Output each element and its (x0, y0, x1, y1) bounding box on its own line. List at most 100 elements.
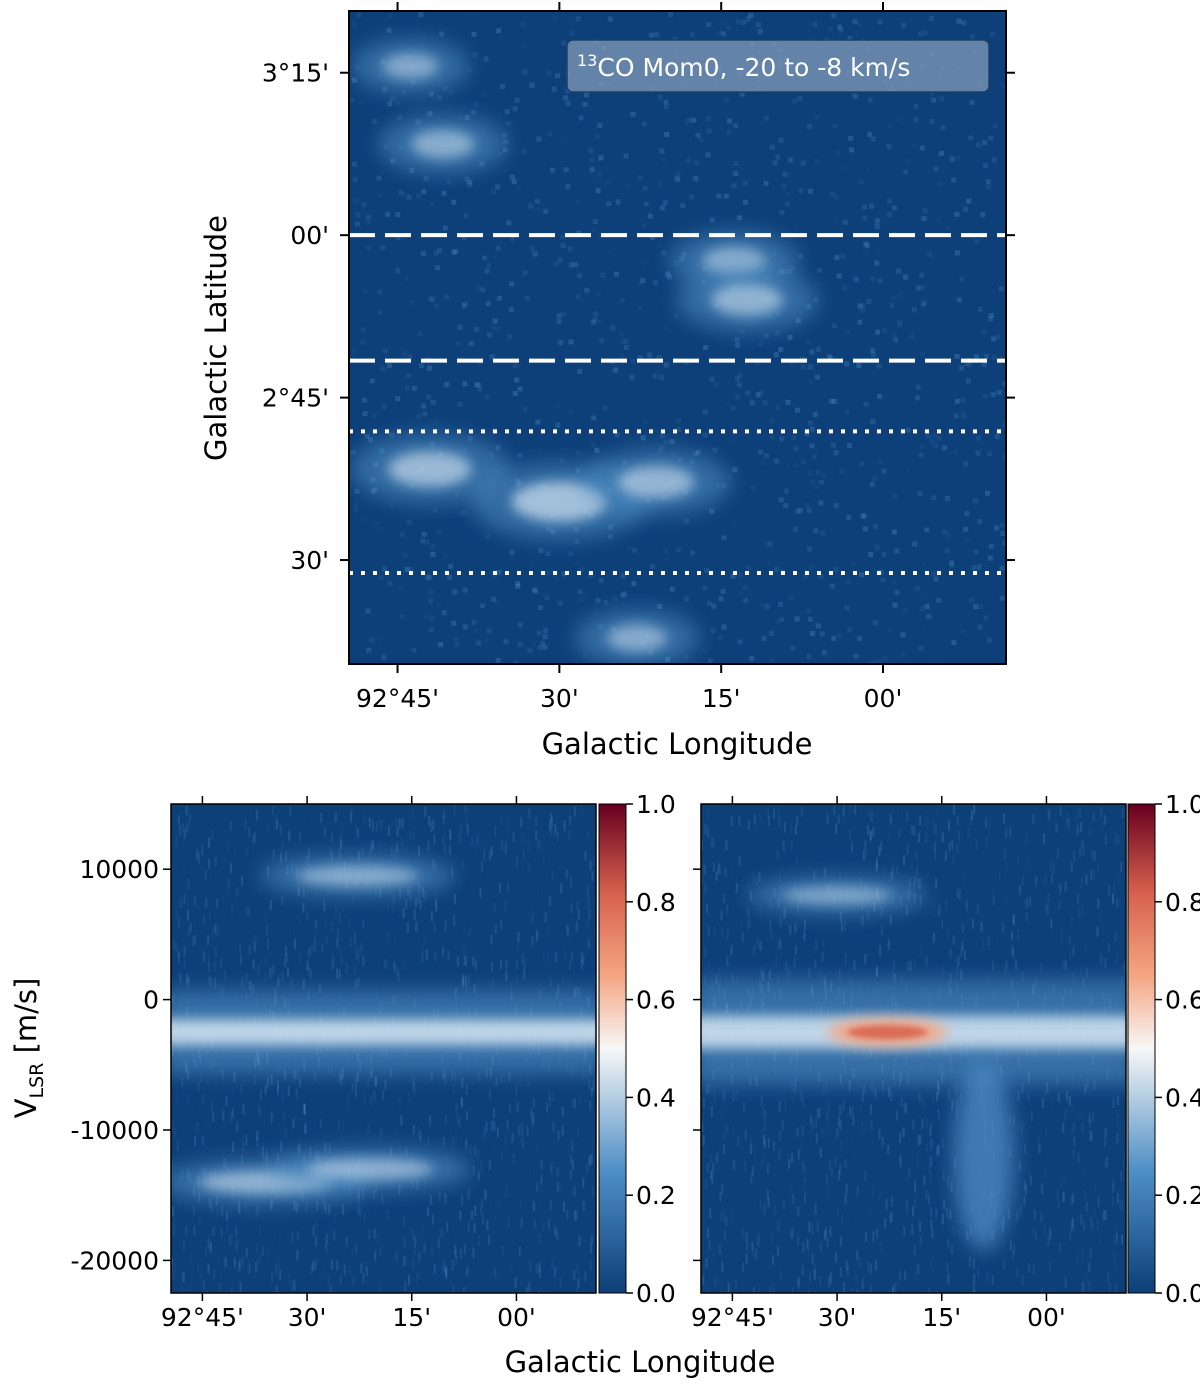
noise-pixel (848, 1080, 851, 1091)
noise-pixel (223, 1257, 226, 1268)
noise-pixel (245, 972, 248, 983)
noise-pixel (593, 856, 596, 866)
noise-pixel (861, 915, 864, 926)
noise-pixel (939, 96, 945, 102)
noise-pixel (552, 573, 558, 579)
noise-pixel (387, 581, 393, 587)
noise-pixel (455, 1129, 458, 1140)
noise-pixel (954, 398, 960, 404)
bl-x-ticks: 92°45' 30' 15' 00' (161, 796, 536, 1332)
noise-pixel (720, 950, 722, 960)
noise-pixel (1044, 901, 1047, 911)
noise-pixel (800, 160, 806, 166)
noise-pixel (311, 1099, 313, 1109)
noise-pixel (194, 895, 196, 906)
noise-pixel (746, 14, 752, 20)
noise-pixel (977, 604, 983, 610)
noise-pixel (862, 215, 868, 221)
noise-pixel (633, 241, 638, 246)
noise-pixel (934, 1189, 936, 1199)
noise-pixel (208, 858, 210, 869)
noise-pixel (641, 222, 647, 228)
noise-pixel (326, 932, 329, 943)
noise-pixel (478, 1236, 481, 1247)
noise-pixel (807, 420, 813, 426)
noise-pixel (360, 339, 366, 345)
velocity-tail (953, 1061, 1014, 1252)
noise-pixel (212, 1112, 215, 1122)
noise-pixel (215, 1074, 217, 1085)
noise-pixel (470, 109, 476, 115)
noise-pixel (289, 806, 292, 817)
noise-pixel (238, 1261, 241, 1272)
noise-pixel (762, 1256, 765, 1267)
noise-pixel (743, 598, 749, 604)
noise-pixel (200, 947, 203, 958)
noise-pixel (768, 630, 774, 636)
noise-pixel (452, 589, 458, 595)
noise-pixel (983, 393, 989, 399)
noise-pixel (573, 1078, 575, 1088)
noise-pixel (483, 1189, 486, 1199)
noise-pixel (1021, 1082, 1024, 1093)
noise-pixel (930, 1219, 933, 1230)
noise-pixel (381, 1193, 384, 1204)
noise-pixel (279, 820, 282, 831)
noise-pixel (985, 837, 988, 847)
noise-pixel (779, 436, 785, 442)
noise-pixel (486, 262, 492, 268)
noise-pixel (793, 526, 798, 532)
noise-pixel (762, 1134, 765, 1145)
noise-pixel (968, 597, 974, 603)
noise-pixel (610, 325, 616, 331)
noise-pixel (1093, 1207, 1096, 1218)
noise-pixel (415, 921, 418, 932)
noise-pixel (723, 193, 729, 199)
noise-pixel (453, 1084, 455, 1094)
noise-pixel (775, 956, 778, 967)
noise-pixel (593, 311, 598, 317)
noise-pixel (235, 888, 238, 899)
noise-pixel (755, 392, 761, 398)
noise-pixel (242, 1142, 244, 1153)
noise-pixel (964, 536, 970, 542)
noise-pixel (563, 213, 569, 219)
noise-pixel (737, 373, 743, 378)
noise-pixel (435, 410, 440, 415)
noise-pixel (591, 1131, 594, 1142)
noise-pixel (219, 1271, 222, 1282)
noise-pixel (540, 960, 542, 970)
noise-pixel (386, 27, 392, 33)
noise-pixel (945, 224, 951, 230)
noise-pixel (299, 952, 302, 963)
noise-pixel (743, 180, 748, 186)
noise-pixel (521, 1122, 524, 1133)
noise-pixel (972, 1282, 975, 1293)
noise-pixel (981, 328, 987, 334)
noise-pixel (946, 532, 951, 538)
noise-pixel (538, 548, 544, 553)
noise-pixel (256, 1130, 259, 1141)
noise-pixel (693, 176, 699, 182)
noise-pixel (545, 570, 551, 576)
noise-pixel (427, 840, 430, 851)
noise-pixel (559, 458, 565, 464)
noise-pixel (383, 958, 386, 969)
noise-pixel (1099, 828, 1102, 839)
noise-pixel (566, 1209, 569, 1220)
noise-pixel (196, 849, 199, 859)
noise-pixel (940, 124, 946, 130)
noise-pixel (172, 1205, 175, 1216)
noise-pixel (487, 874, 490, 885)
noise-pixel (556, 1230, 559, 1241)
noise-pixel (923, 864, 925, 874)
noise-pixel (422, 411, 428, 417)
noise-pixel (876, 278, 882, 284)
noise-pixel (348, 917, 351, 928)
noise-pixel (391, 904, 394, 915)
noise-pixel (875, 329, 881, 335)
noise-pixel (954, 806, 956, 816)
noise-pixel (652, 373, 658, 379)
noise-pixel (919, 145, 925, 151)
noise-pixel (228, 1112, 231, 1123)
